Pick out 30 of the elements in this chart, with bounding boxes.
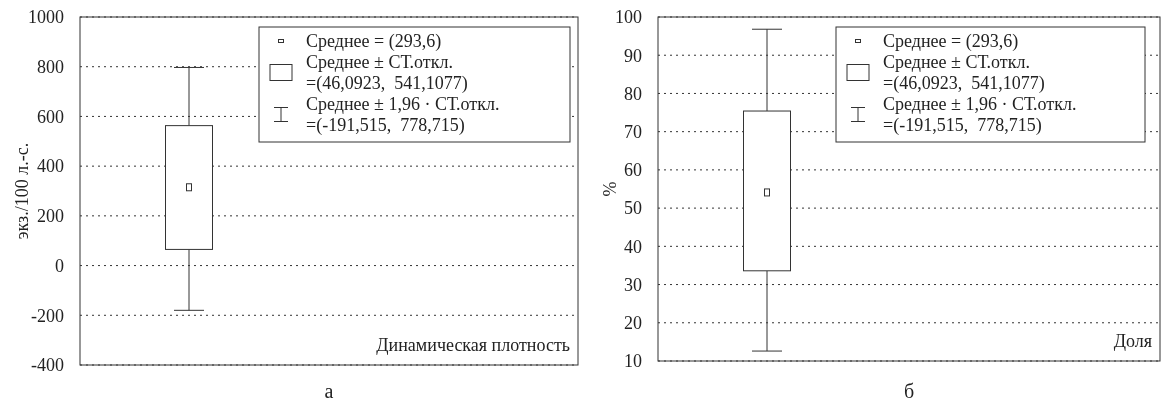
annotation: Среднее = (293,6) [306, 31, 442, 52]
annotation: Доля [1113, 331, 1152, 351]
y-tick-label: 10 [624, 351, 642, 372]
text: б [903, 380, 915, 402]
y-tick-label: 60 [624, 160, 642, 181]
y-tick-label: 1000 [28, 7, 64, 28]
y-tick-label: 80 [624, 83, 642, 104]
annotation: Среднее ± 1,96 · СТ.откл. =(-191,515, 778,715) [883, 94, 1077, 136]
y-tick-label: 100 [615, 7, 642, 28]
y-tick-label: 70 [624, 121, 642, 142]
annotation: Среднее = (293,6) [883, 31, 1019, 52]
y-tick-label: 50 [624, 198, 642, 219]
y-tick-label: 40 [624, 236, 642, 257]
y-axis-title: % [600, 181, 621, 197]
y-tick-label: 800 [37, 57, 64, 78]
annotation: Динамическая плотность [376, 335, 570, 355]
y-tick-label: 0 [55, 255, 64, 276]
y-tick-label: 90 [624, 45, 642, 66]
y-axis-title: экз./100 л.-с. [12, 142, 33, 240]
annotation: Среднее ± СТ.откл. =(46,0923, 541,1077) [883, 52, 1045, 94]
y-tick-label: 200 [37, 206, 64, 227]
y-tick-label: 600 [37, 106, 64, 127]
y-tick-label: 400 [37, 156, 64, 177]
annotation: Среднее ± СТ.откл. =(46,0923, 541,1077) [306, 52, 468, 94]
y-tick-label: 20 [624, 313, 642, 334]
y-tick-label: -200 [31, 305, 64, 326]
y-tick-label: -400 [31, 355, 64, 376]
text: а [324, 380, 334, 402]
annotation: Среднее ± 1,96 · СТ.откл. =(-191,515, 778,715) [306, 94, 500, 136]
y-tick-label: 30 [624, 274, 642, 295]
